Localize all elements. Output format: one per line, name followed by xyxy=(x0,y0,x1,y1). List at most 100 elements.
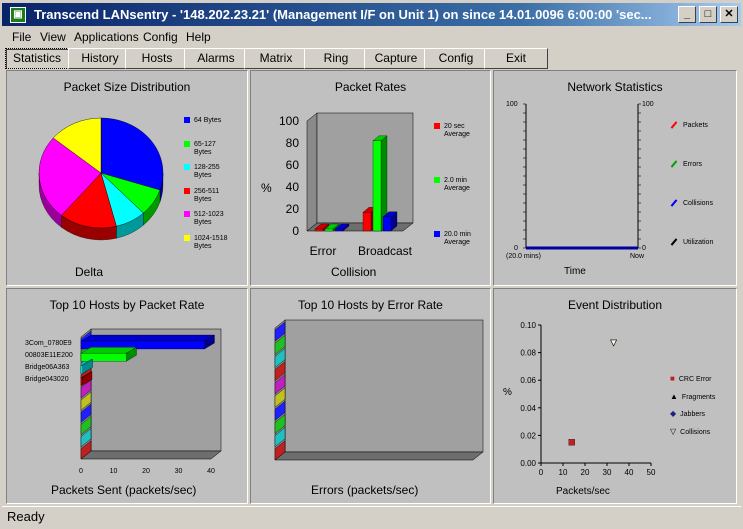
error-host-strip xyxy=(274,413,286,435)
top-hosts-error-chart xyxy=(274,319,484,461)
network-legend-1: Errors xyxy=(670,160,702,169)
left-bot-label: 0 xyxy=(514,245,518,252)
top-hosts-rate-title: Top 10 Hosts by Packet Rate xyxy=(49,298,205,312)
legend-swatch xyxy=(670,238,678,246)
rates-bar xyxy=(324,228,334,232)
packet-size-panel[interactable]: Packet Size Distribution 64 Bytes 65-127 B… xyxy=(6,70,248,286)
tab-exit[interactable]: Exit xyxy=(484,48,548,69)
tab-hosts[interactable]: Hosts xyxy=(125,48,189,69)
minimize-button[interactable]: _ xyxy=(678,6,696,23)
top-hosts-error-title: Top 10 Hosts by Error Rate xyxy=(298,298,443,312)
legend-label: 20 sec xyxy=(444,123,465,130)
top-hosts-error-panel[interactable]: Top 10 Hosts by Error Rate Errors (packe… xyxy=(250,288,491,504)
rate-floor xyxy=(80,450,222,460)
app-icon[interactable]: ▣ xyxy=(10,7,26,23)
packet-rates-panel[interactable]: Packet Rates % 100 80 60 40 20 0 Error Broadcas… xyxy=(250,70,491,286)
event-xtick: 10 xyxy=(559,468,568,477)
legend-swatch xyxy=(434,231,440,237)
rate-xtick: 10 xyxy=(110,468,118,475)
title-bar[interactable]: ▣ Transcend LANsentry - '148.202.23.21' … xyxy=(2,3,741,26)
tab-ring[interactable]: Ring xyxy=(304,48,368,69)
legend-label-2: Bytes xyxy=(194,242,212,250)
host-label-2[interactable]: Bridge06A363 xyxy=(25,364,70,371)
rates-back-wall xyxy=(316,112,414,224)
tab-matrix[interactable]: Matrix xyxy=(244,48,308,69)
legend-label: 20.0 min xyxy=(444,231,471,238)
network-legend-2: Collisions xyxy=(670,199,713,208)
packet-rates-xlabel: Collision xyxy=(331,265,377,279)
right-bot-label: 0 xyxy=(642,245,646,252)
tab-statistics[interactable]: Statistics xyxy=(5,48,69,69)
host-label-0[interactable]: 3Com_0780E9 xyxy=(25,340,72,347)
rate-host-strip xyxy=(80,391,92,411)
event-legend-0: ■ CRC Error xyxy=(670,375,712,384)
legend-label: Packets xyxy=(683,122,708,129)
network-stats-panel[interactable]: Network Statistics 100 0 100 0 (20.0 min… xyxy=(493,70,737,286)
legend-label: 128-255 xyxy=(194,164,220,171)
packet-rates-legend-2: 20.0 min Average xyxy=(434,231,471,247)
event-ytick: 0.04 xyxy=(520,404,536,413)
rates-bar xyxy=(372,140,382,232)
network-stats-chart: 100 0 100 0 (20.0 mins) Now xyxy=(506,101,654,260)
packet-rates-ylabel: % xyxy=(261,181,272,195)
event-ytick: 0.08 xyxy=(520,349,536,358)
event-xtick: 0 xyxy=(539,468,544,477)
rate-host-strip xyxy=(80,415,92,436)
event-dist-panel[interactable]: Event Distribution % 0.10 0.08 0.06 0.04 0.0… xyxy=(493,288,737,504)
pie-slice-0 xyxy=(100,117,164,191)
packet-rates-legend-0: 20 sec Average xyxy=(434,123,470,139)
legend-swatch xyxy=(184,117,190,123)
host-label-1[interactable]: 00803E11E200 xyxy=(25,352,73,359)
tab-history[interactable]: History xyxy=(68,48,132,69)
tab-config[interactable]: Config xyxy=(424,48,488,69)
legend-label-2: Average xyxy=(444,239,470,246)
packet-size-legend-2: 128-255 Bytes xyxy=(184,164,220,180)
left-top-label: 100 xyxy=(506,101,518,108)
rates-side-wall xyxy=(306,112,318,232)
rates-ytick: 60 xyxy=(286,158,300,172)
packet-size-legend-5: 1024-1518 Bytes xyxy=(184,234,228,251)
error-host-strip xyxy=(274,374,286,395)
legend-swatch xyxy=(670,121,678,129)
error-host-strip xyxy=(274,427,286,448)
event-point-collision xyxy=(610,339,618,347)
top-hosts-rate-panel[interactable]: Top 10 Hosts by Packet Rate 0 10 20 30 40 3C… xyxy=(6,288,248,504)
error-host-strip xyxy=(274,321,286,342)
event-ytick: 0.10 xyxy=(520,321,536,330)
pie-slice-5 xyxy=(52,117,102,174)
legend-symbol: ◆ xyxy=(670,409,677,418)
host-label-3[interactable]: Bridge043020 xyxy=(25,376,69,383)
rates-category-label: Broadcast xyxy=(358,244,413,258)
menu-file[interactable]: File xyxy=(12,30,32,44)
close-button[interactable]: ✕ xyxy=(720,6,738,23)
tab-capture[interactable]: Capture xyxy=(364,48,428,69)
rate-xtick: 30 xyxy=(175,468,183,475)
maximize-button[interactable]: □ xyxy=(699,6,717,23)
rates-ytick: 0 xyxy=(292,224,299,238)
packet-size-pie xyxy=(38,117,164,241)
menu-help[interactable]: Help xyxy=(186,30,211,44)
menu-bar: File View Applications Config Help xyxy=(2,28,741,46)
event-xtick: 50 xyxy=(647,468,656,477)
network-legend-0: Packets xyxy=(670,121,708,130)
error-host-strip xyxy=(274,387,286,408)
window-title: Transcend LANsentry - '148.202.23.21' (M… xyxy=(34,7,652,22)
tab-alarms[interactable]: Alarms xyxy=(184,48,248,69)
event-legend-1: ▲ Fragments xyxy=(670,392,715,402)
menu-applications[interactable]: Applications xyxy=(74,30,139,44)
status-bar: Ready xyxy=(2,506,741,526)
packet-rates-chart: 100 80 60 40 20 0 Error Broadcast xyxy=(279,112,414,258)
top-hosts-rate-xlabel: Packets Sent (packets/sec) xyxy=(51,483,197,497)
rate-bar xyxy=(80,365,83,374)
legend-label: 1024-1518 xyxy=(194,234,228,242)
rate-bar xyxy=(80,377,83,386)
event-xtick: 20 xyxy=(581,468,590,477)
error-back-wall xyxy=(284,319,484,453)
pie-slice-3 xyxy=(61,172,117,229)
menu-config[interactable]: Config xyxy=(143,30,178,44)
menu-view[interactable]: View xyxy=(40,30,66,44)
event-dist-chart: 0.10 0.08 0.06 0.04 0.02 0.000 10 20 30 40 50 xyxy=(520,321,656,477)
legend-symbol: ■ xyxy=(670,374,675,383)
rate-host-strip xyxy=(80,440,92,460)
legend-label: 65-127 xyxy=(194,140,216,148)
